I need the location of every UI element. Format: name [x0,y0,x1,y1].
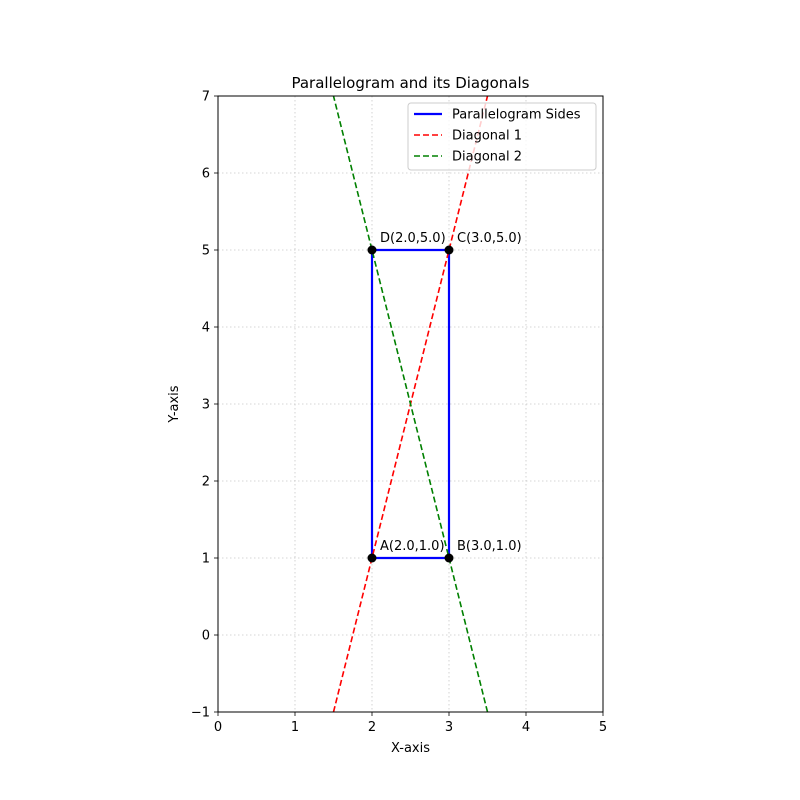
chart-title: Parallelogram and its Diagonals [291,74,529,92]
legend-label: Diagonal 2 [452,150,522,165]
y-tick-label: −1 [191,706,210,721]
x-tick-label: 3 [445,720,453,735]
y-tick-label: 5 [202,244,210,259]
x-tick-label: 4 [522,720,530,735]
x-axis-label: X-axis [391,741,430,756]
y-tick-label: 2 [202,475,210,490]
y-tick-label: 4 [202,321,210,336]
legend-label: Parallelogram Sides [452,108,581,123]
vertex-layer: A(2.0,1.0) B(3.0,1.0) C(3.0,5.0) D(2.0,5.0) [367,231,522,563]
vertex-point [367,553,377,563]
legend-items: Parallelogram Sides Diagonal 1 Diagonal 2 [414,108,581,165]
legend-box [407,102,597,171]
vertex-label: D(2.0,5.0) [380,231,446,246]
y-axis-ticks: −1 0 1 2 3 4 5 6 7 [191,90,218,721]
legend-label: Diagonal 1 [452,129,522,144]
y-tick-label: 6 [202,167,210,182]
x-tick-label: 2 [368,720,376,735]
series-line [332,96,489,712]
y-tick-label: 3 [202,398,210,413]
vertex-point [444,553,454,563]
x-tick-label: 1 [291,720,299,735]
x-tick-label: 5 [599,720,607,735]
vertex-label: C(3.0,5.0) [457,231,522,246]
x-axis-ticks: 0 1 2 3 4 5 [214,712,607,735]
y-tick-label: 0 [202,629,210,644]
vertex-label: B(3.0,1.0) [457,539,522,554]
vertex-label: A(2.0,1.0) [380,539,445,554]
series-layer [332,96,489,712]
x-tick-label: 0 [214,720,222,735]
legend: Parallelogram Sides Diagonal 1 Diagonal 2 [407,102,597,171]
y-axis-label: Y-axis [167,385,182,423]
y-tick-label: 7 [202,90,210,105]
vertex-point [444,245,454,255]
vertex-point [367,245,377,255]
y-tick-label: 1 [202,552,210,567]
